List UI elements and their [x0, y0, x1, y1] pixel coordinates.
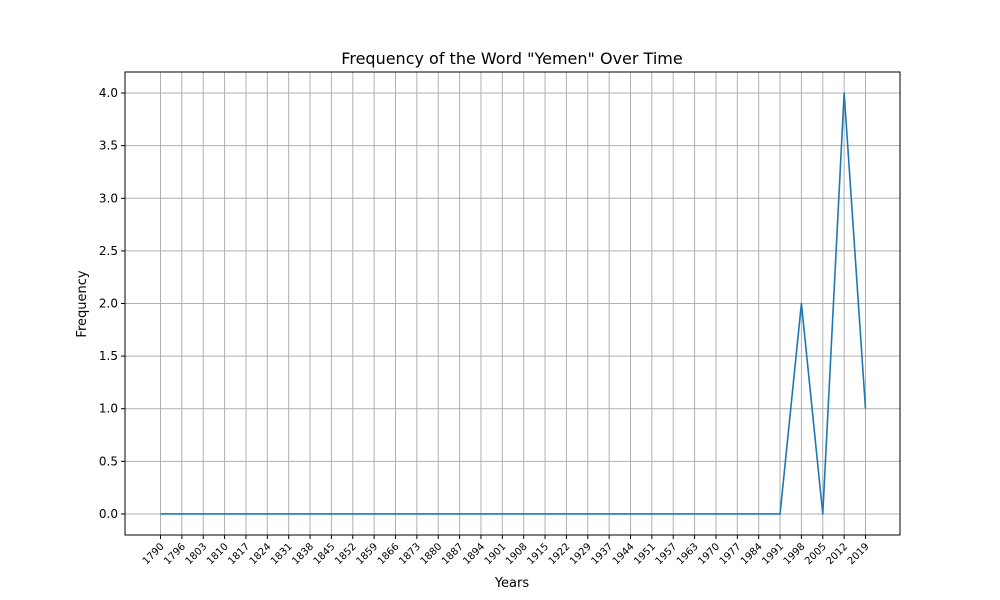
x-tick-label: 1998 — [782, 541, 808, 567]
x-tick-label: 1845 — [312, 541, 338, 567]
x-tick-label: 1887 — [440, 541, 466, 567]
x-tick-label: 1803 — [184, 541, 210, 567]
x-tick-label: 1790 — [141, 541, 167, 567]
x-tick-label: 1817 — [226, 541, 252, 567]
x-tick-label: 1970 — [696, 541, 722, 567]
x-tick-label: 1963 — [675, 541, 701, 567]
y-tick-label: 1.5 — [99, 349, 118, 363]
x-tick-label: 2005 — [803, 541, 829, 567]
x-tick-label: 1957 — [654, 541, 680, 567]
y-tick-label: 1.0 — [99, 402, 118, 416]
x-tick-label: 1944 — [611, 541, 637, 567]
x-tick-label: 2012 — [824, 541, 850, 567]
x-tick-label: 2019 — [846, 541, 872, 567]
x-tick-label: 1810 — [205, 541, 231, 567]
x-tick-label: 1796 — [162, 541, 188, 567]
grid — [125, 72, 900, 535]
y-tick-label: 2.0 — [99, 297, 118, 311]
x-tick-label: 1937 — [589, 541, 615, 567]
y-tick-label: 3.5 — [99, 139, 118, 153]
x-tick-label: 1824 — [248, 541, 274, 567]
y-axis: 0.0 0.5 1.0 1.5 2.0 2.5 3.0 3.5 4.0 — [99, 86, 125, 521]
x-tick-label: 1901 — [483, 541, 509, 567]
x-axis: 1790179618031810181718241831183818451852… — [141, 535, 872, 567]
x-tick-label: 1908 — [504, 541, 530, 567]
x-tick-label: 1866 — [376, 541, 402, 567]
series-layer — [160, 92, 867, 515]
x-tick-label: 1984 — [739, 541, 765, 567]
x-tick-label: 1873 — [397, 541, 423, 567]
x-tick-label: 1991 — [760, 541, 786, 567]
y-tick-label: 0.0 — [99, 507, 118, 521]
x-tick-label: 1915 — [525, 541, 551, 567]
y-tick-label: 2.5 — [99, 244, 118, 258]
x-tick-label: 1838 — [290, 541, 316, 567]
x-axis-label: Years — [494, 576, 530, 591]
series-line — [160, 92, 867, 515]
x-tick-label: 1951 — [632, 541, 658, 567]
y-tick-label: 0.5 — [99, 454, 118, 468]
x-tick-label: 1922 — [547, 541, 573, 567]
x-tick-label: 1929 — [568, 541, 594, 567]
x-tick-label: 1880 — [419, 541, 445, 567]
y-tick-label: 3.0 — [99, 191, 118, 205]
x-tick-label: 1852 — [333, 541, 359, 567]
x-tick-label: 1894 — [461, 541, 487, 567]
y-tick-label: 4.0 — [99, 86, 118, 100]
x-tick-label: 1831 — [269, 541, 295, 567]
chart-title: Frequency of the Word "Yemen" Over Time — [341, 49, 682, 68]
x-tick-label: 1859 — [354, 541, 380, 567]
x-tick-label: 1977 — [718, 541, 744, 567]
y-axis-label: Frequency — [75, 270, 90, 337]
